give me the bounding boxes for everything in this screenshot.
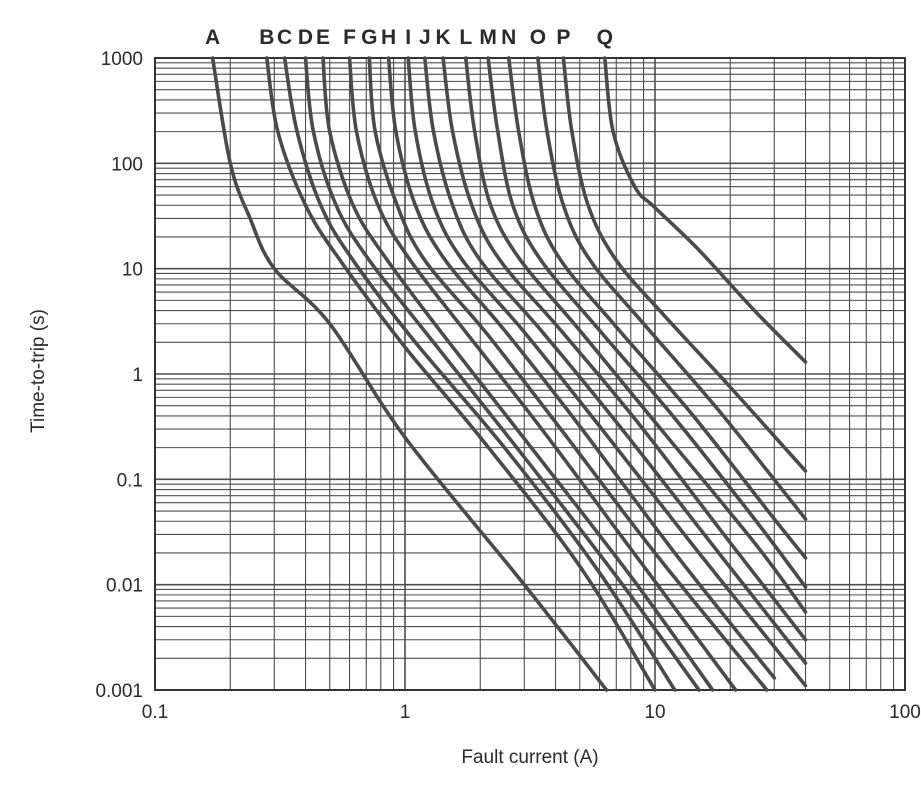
curve-b [265, 56, 657, 692]
curve-label-j: J [419, 26, 431, 49]
curve-label-m: M [479, 26, 497, 49]
curve-a [210, 56, 609, 692]
curve-label-k: K [435, 26, 450, 49]
curve-label-c: C [277, 26, 292, 49]
y-tick-label: 0.001 [95, 681, 143, 702]
x-axis-label: Fault current (A) [461, 747, 598, 768]
x-tick-label: 0.1 [142, 702, 168, 723]
curve-i [406, 56, 808, 688]
x-tick-labels: 0.1 1 10 100 [142, 702, 921, 723]
curve-f [347, 56, 738, 692]
curve-k [441, 56, 808, 642]
curve-q [603, 56, 808, 364]
x-tick-label: 1 [400, 702, 411, 723]
y-tick-label: 1000 [101, 49, 143, 70]
plot-frame [154, 57, 906, 691]
curve-label-l: L [459, 26, 472, 49]
y-tick-label: 0.1 [117, 470, 143, 491]
curve-p [561, 56, 808, 473]
curve-n [506, 56, 808, 560]
curve-h [386, 56, 777, 680]
curve-label-h: H [381, 26, 396, 49]
curve-label-g: G [361, 26, 377, 49]
y-tick-label: 1 [132, 365, 143, 386]
x-tick-label: 10 [644, 702, 665, 723]
y-tick-label: 100 [111, 154, 143, 175]
curve-d [303, 56, 701, 692]
curve-label-i: I [405, 26, 411, 49]
grid [154, 57, 906, 691]
curve-label-a: A [205, 26, 220, 49]
curve-e [321, 56, 715, 692]
curve-l [464, 56, 808, 614]
curve-label-d: D [298, 26, 313, 49]
curve-label-f: F [343, 26, 356, 49]
curve-g [367, 56, 769, 692]
y-tick-label: 0.01 [106, 576, 143, 597]
y-tick-label: 10 [122, 260, 143, 281]
curves [210, 56, 808, 692]
curve-label-q: Q [597, 26, 613, 49]
curve-label-p: P [556, 26, 570, 49]
curve-m [486, 56, 808, 589]
curve-label-o: O [530, 26, 546, 49]
curve-label-b: B [259, 26, 274, 49]
curve-label-n: N [501, 26, 516, 49]
y-axis-label: Time-to-trip (s) [28, 309, 49, 433]
curve-label-e: E [316, 26, 330, 49]
curve-c [282, 56, 677, 692]
x-tick-label: 100 [889, 702, 921, 723]
y-tick-labels: 0.001 0.01 0.1 1 10 100 1000 [95, 49, 143, 702]
curve-o [536, 56, 808, 521]
curve-j [423, 56, 808, 665]
